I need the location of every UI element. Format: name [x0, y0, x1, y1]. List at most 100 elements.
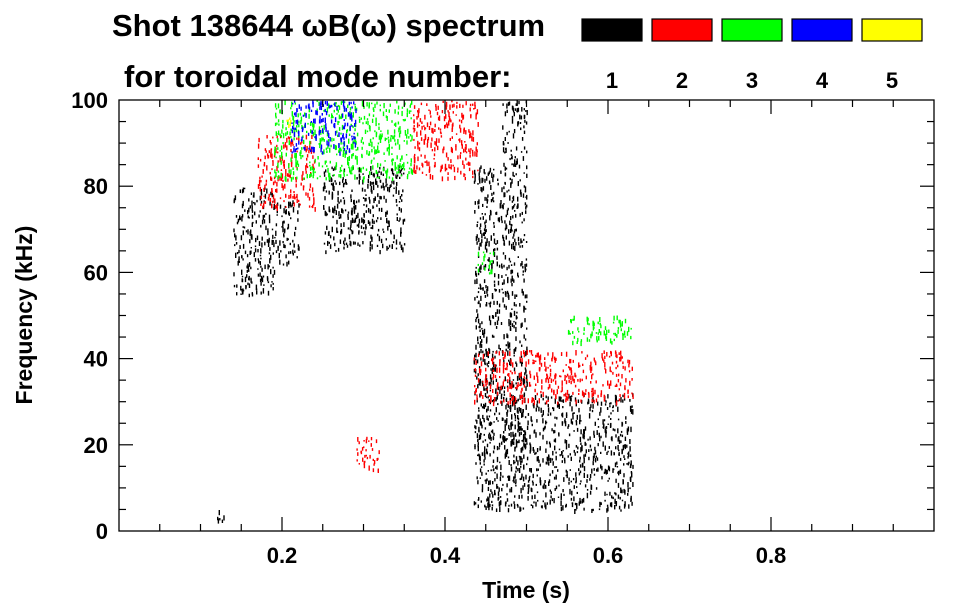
spectrum-pixel — [356, 156, 358, 162]
spectrum-pixel — [520, 428, 523, 431]
spectrum-pixel — [517, 107, 520, 112]
spectrum-pixel — [353, 138, 355, 144]
spectrum-pixel — [238, 249, 240, 254]
spectrum-pixel — [625, 378, 627, 383]
spectrum-pixel — [340, 199, 342, 203]
spectrum-pixel — [398, 170, 400, 174]
spectrum-pixel — [555, 373, 557, 377]
spectrum-pixel — [474, 101, 476, 107]
spectrum-pixel — [509, 361, 511, 366]
spectrum-pixel — [539, 448, 541, 451]
spectrum-pixel — [579, 464, 582, 468]
spectrum-pixel — [379, 138, 382, 143]
spectrum-pixel — [504, 220, 506, 224]
spectrum-pixel — [503, 386, 506, 389]
spectrum-pixel — [514, 348, 516, 351]
spectrum-pixel — [296, 160, 299, 165]
spectrum-pixel — [292, 249, 294, 254]
spectrum-pixel — [460, 119, 463, 124]
spectrum-pixel — [483, 418, 485, 421]
spectrum-pixel — [484, 378, 487, 384]
spectrum-pixel — [457, 170, 459, 173]
spectrum-pixel — [270, 269, 272, 275]
spectrum-pixel — [622, 444, 625, 448]
spectrum-pixel — [468, 129, 470, 133]
spectrum-pixel — [377, 145, 379, 151]
spectrum-pixel — [491, 491, 493, 495]
spectrum-pixel — [500, 500, 502, 505]
spectrum-pixel — [308, 196, 311, 201]
spectrum-pixel — [291, 111, 293, 117]
spectrum-pixel — [428, 126, 431, 130]
spectrum-pixel — [354, 119, 357, 124]
spectrum-pixel — [398, 207, 401, 211]
spectrum-pixel — [250, 192, 253, 195]
spectrum-pixel — [522, 291, 524, 296]
spectrum-pixel — [285, 206, 287, 208]
spectrum-pixel — [445, 167, 448, 171]
spectrum-pixel — [327, 240, 329, 246]
spectrum-pixel — [272, 194, 275, 200]
spectrum-pixel — [490, 235, 492, 241]
spectrum-pixel — [365, 168, 368, 171]
legend-swatch-mode-3 — [721, 18, 783, 42]
spectrum-pixel — [497, 403, 499, 406]
spectrum-pixel — [485, 448, 488, 454]
spectrum-pixel — [536, 468, 538, 472]
spectrum-pixel — [593, 434, 595, 438]
spectrum-pixel — [244, 250, 247, 255]
spectrum-pixel — [498, 447, 500, 450]
spectrum-pixel — [473, 368, 476, 373]
spectrum-pixel — [511, 229, 513, 232]
spectrum-pixel — [520, 448, 522, 453]
spectrum-pixel — [298, 199, 300, 203]
spectrum-pixel — [296, 193, 298, 198]
spectrum-pixel — [282, 124, 284, 129]
spectrum-pixel — [394, 142, 397, 146]
spectrum-pixel — [494, 374, 497, 379]
spectrum-pixel — [306, 146, 308, 151]
spectrum-pixel — [568, 366, 570, 369]
spectrum-pixel — [474, 368, 476, 372]
spectrum-pixel — [488, 302, 490, 305]
spectrum-pixel — [389, 184, 391, 188]
spectrum-pixel — [550, 495, 552, 499]
spectrum-pixel — [342, 183, 345, 188]
spectrum-pixel — [572, 340, 574, 346]
spectrum-pixel — [289, 122, 291, 127]
spectrum-pixel — [555, 357, 557, 361]
spectrum-pixel — [488, 241, 490, 247]
spectrum-pixel — [271, 281, 273, 283]
spectrum-pixel — [324, 117, 326, 123]
spectrum-pixel — [427, 136, 430, 141]
spectrum-pixel — [493, 468, 495, 471]
spectrum-pixel — [507, 207, 509, 211]
spectrum-pixel — [298, 135, 300, 142]
spectrum-pixel — [483, 420, 485, 423]
spectrum-pixel — [289, 251, 292, 254]
spectrum-pixel — [532, 359, 534, 362]
spectrum-pixel — [366, 456, 369, 460]
spectrum-pixel — [443, 146, 445, 151]
spectrum-pixel — [522, 156, 525, 161]
spectrum-pixel — [476, 396, 478, 401]
spectrum-pixel — [537, 468, 539, 471]
spectrum-pixel — [580, 339, 583, 342]
spectrum-pixel — [484, 504, 486, 508]
spectrum-pixel — [502, 439, 504, 442]
spectrum-pixel — [521, 288, 523, 294]
spectrum-pixel — [503, 192, 505, 198]
spectrum-pixel — [377, 150, 379, 154]
spectrum-pixel — [485, 302, 488, 307]
spectrum-pixel — [579, 414, 581, 420]
spectrum-pixel — [248, 283, 251, 288]
spectrum-pixel — [541, 385, 543, 390]
spectrum-pixel — [345, 114, 347, 120]
spectrum-pixel — [619, 382, 622, 387]
spectrum-pixel — [479, 167, 481, 173]
spectrum-pixel — [523, 218, 525, 222]
spectrum-pixel — [494, 489, 496, 496]
spectrum-pixel — [361, 447, 364, 451]
spectrum-pixel — [502, 364, 505, 370]
